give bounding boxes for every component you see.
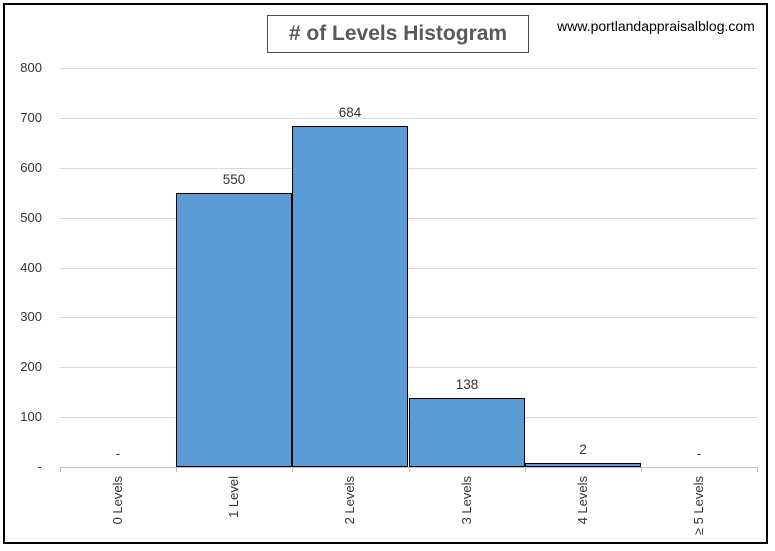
gridline <box>60 118 757 119</box>
x-tick-mark <box>176 467 177 472</box>
x-category-label: ≥ 5 Levels <box>691 476 706 536</box>
x-tick-mark <box>641 467 642 472</box>
y-tick-label: 800 <box>20 60 42 75</box>
x-category-label: 2 Levels <box>342 476 357 525</box>
x-tick-mark <box>757 467 758 472</box>
bar-value-label: - <box>115 446 121 461</box>
x-axis-line <box>60 467 757 468</box>
x-category-label: 4 Levels <box>575 476 590 525</box>
bar <box>176 193 292 467</box>
gridline <box>60 367 757 368</box>
bar <box>292 126 408 467</box>
x-category-label: 0 Levels <box>110 476 125 525</box>
x-category-label: 1 Level <box>226 476 241 518</box>
bar-value-label: 138 <box>455 377 479 392</box>
x-tick-mark <box>292 467 293 472</box>
y-tick-label: 500 <box>20 210 42 225</box>
bar-value-label: - <box>696 446 702 461</box>
bar-value-label: 2 <box>579 442 587 457</box>
bar <box>525 463 641 467</box>
gridline <box>60 268 757 269</box>
y-tick-label: 400 <box>20 260 42 275</box>
source-url-text: www.portlandappraisalblog.com <box>557 18 755 34</box>
gridline <box>60 218 757 219</box>
y-tick-label: 600 <box>20 160 42 175</box>
x-tick-mark <box>525 467 526 472</box>
gridline <box>60 317 757 318</box>
bar-value-label: 550 <box>222 172 246 187</box>
y-tick-label: - <box>37 459 42 474</box>
y-tick-label: 200 <box>20 359 42 374</box>
gridline <box>60 68 757 69</box>
y-tick-label: 100 <box>20 409 42 424</box>
gridline <box>60 417 757 418</box>
x-tick-mark <box>409 467 410 472</box>
x-category-label: 3 Levels <box>459 476 474 525</box>
chart-title: # of Levels Histogram <box>267 15 529 53</box>
x-tick-mark <box>60 467 61 472</box>
y-tick-label: 700 <box>20 110 42 125</box>
bar-value-label: 684 <box>338 105 362 120</box>
gridline <box>60 168 757 169</box>
bar <box>409 398 525 467</box>
y-tick-label: 300 <box>20 309 42 324</box>
